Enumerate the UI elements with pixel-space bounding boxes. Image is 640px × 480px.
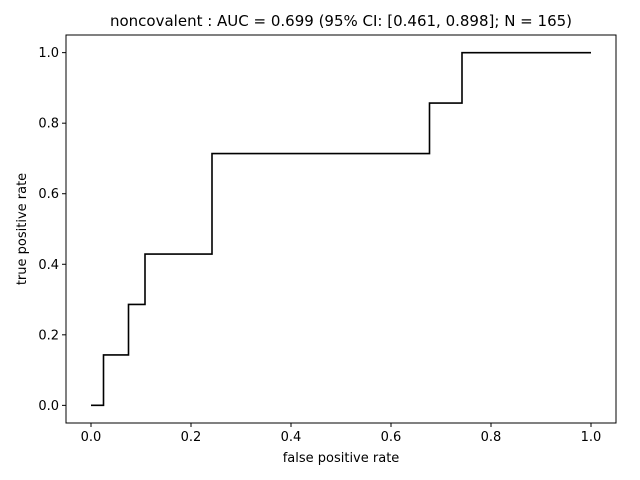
roc-curve-line <box>91 51 591 407</box>
x-tick-label: 0.6 <box>381 430 402 445</box>
x-tick-label: 0.0 <box>81 430 102 445</box>
x-axis-label: false positive rate <box>283 451 400 466</box>
x-tick-label: 0.8 <box>481 430 502 445</box>
y-axis-label: true positive rate <box>15 173 30 285</box>
y-tick-label: 1.0 <box>38 46 59 61</box>
x-tick-label: 1.0 <box>581 430 602 445</box>
plot-area: 0.0 0.2 0.4 0.6 0.8 1.0 0.0 0.2 0.4 0.6 0.8 1.0 <box>38 34 617 445</box>
x-tick-label: 0.2 <box>181 430 202 445</box>
axes-frame <box>65 34 617 424</box>
y-tick-label: 0.6 <box>38 187 59 202</box>
chart-title: noncovalent : AUC = 0.699 (95% CI: [0.46… <box>110 12 572 30</box>
y-tick-label: 0.2 <box>38 328 59 343</box>
x-tick-label: 0.4 <box>281 430 302 445</box>
y-tick-label: 0.8 <box>38 117 59 132</box>
y-tick-label: 0.4 <box>38 258 59 273</box>
y-tick-label: 0.0 <box>38 399 59 414</box>
